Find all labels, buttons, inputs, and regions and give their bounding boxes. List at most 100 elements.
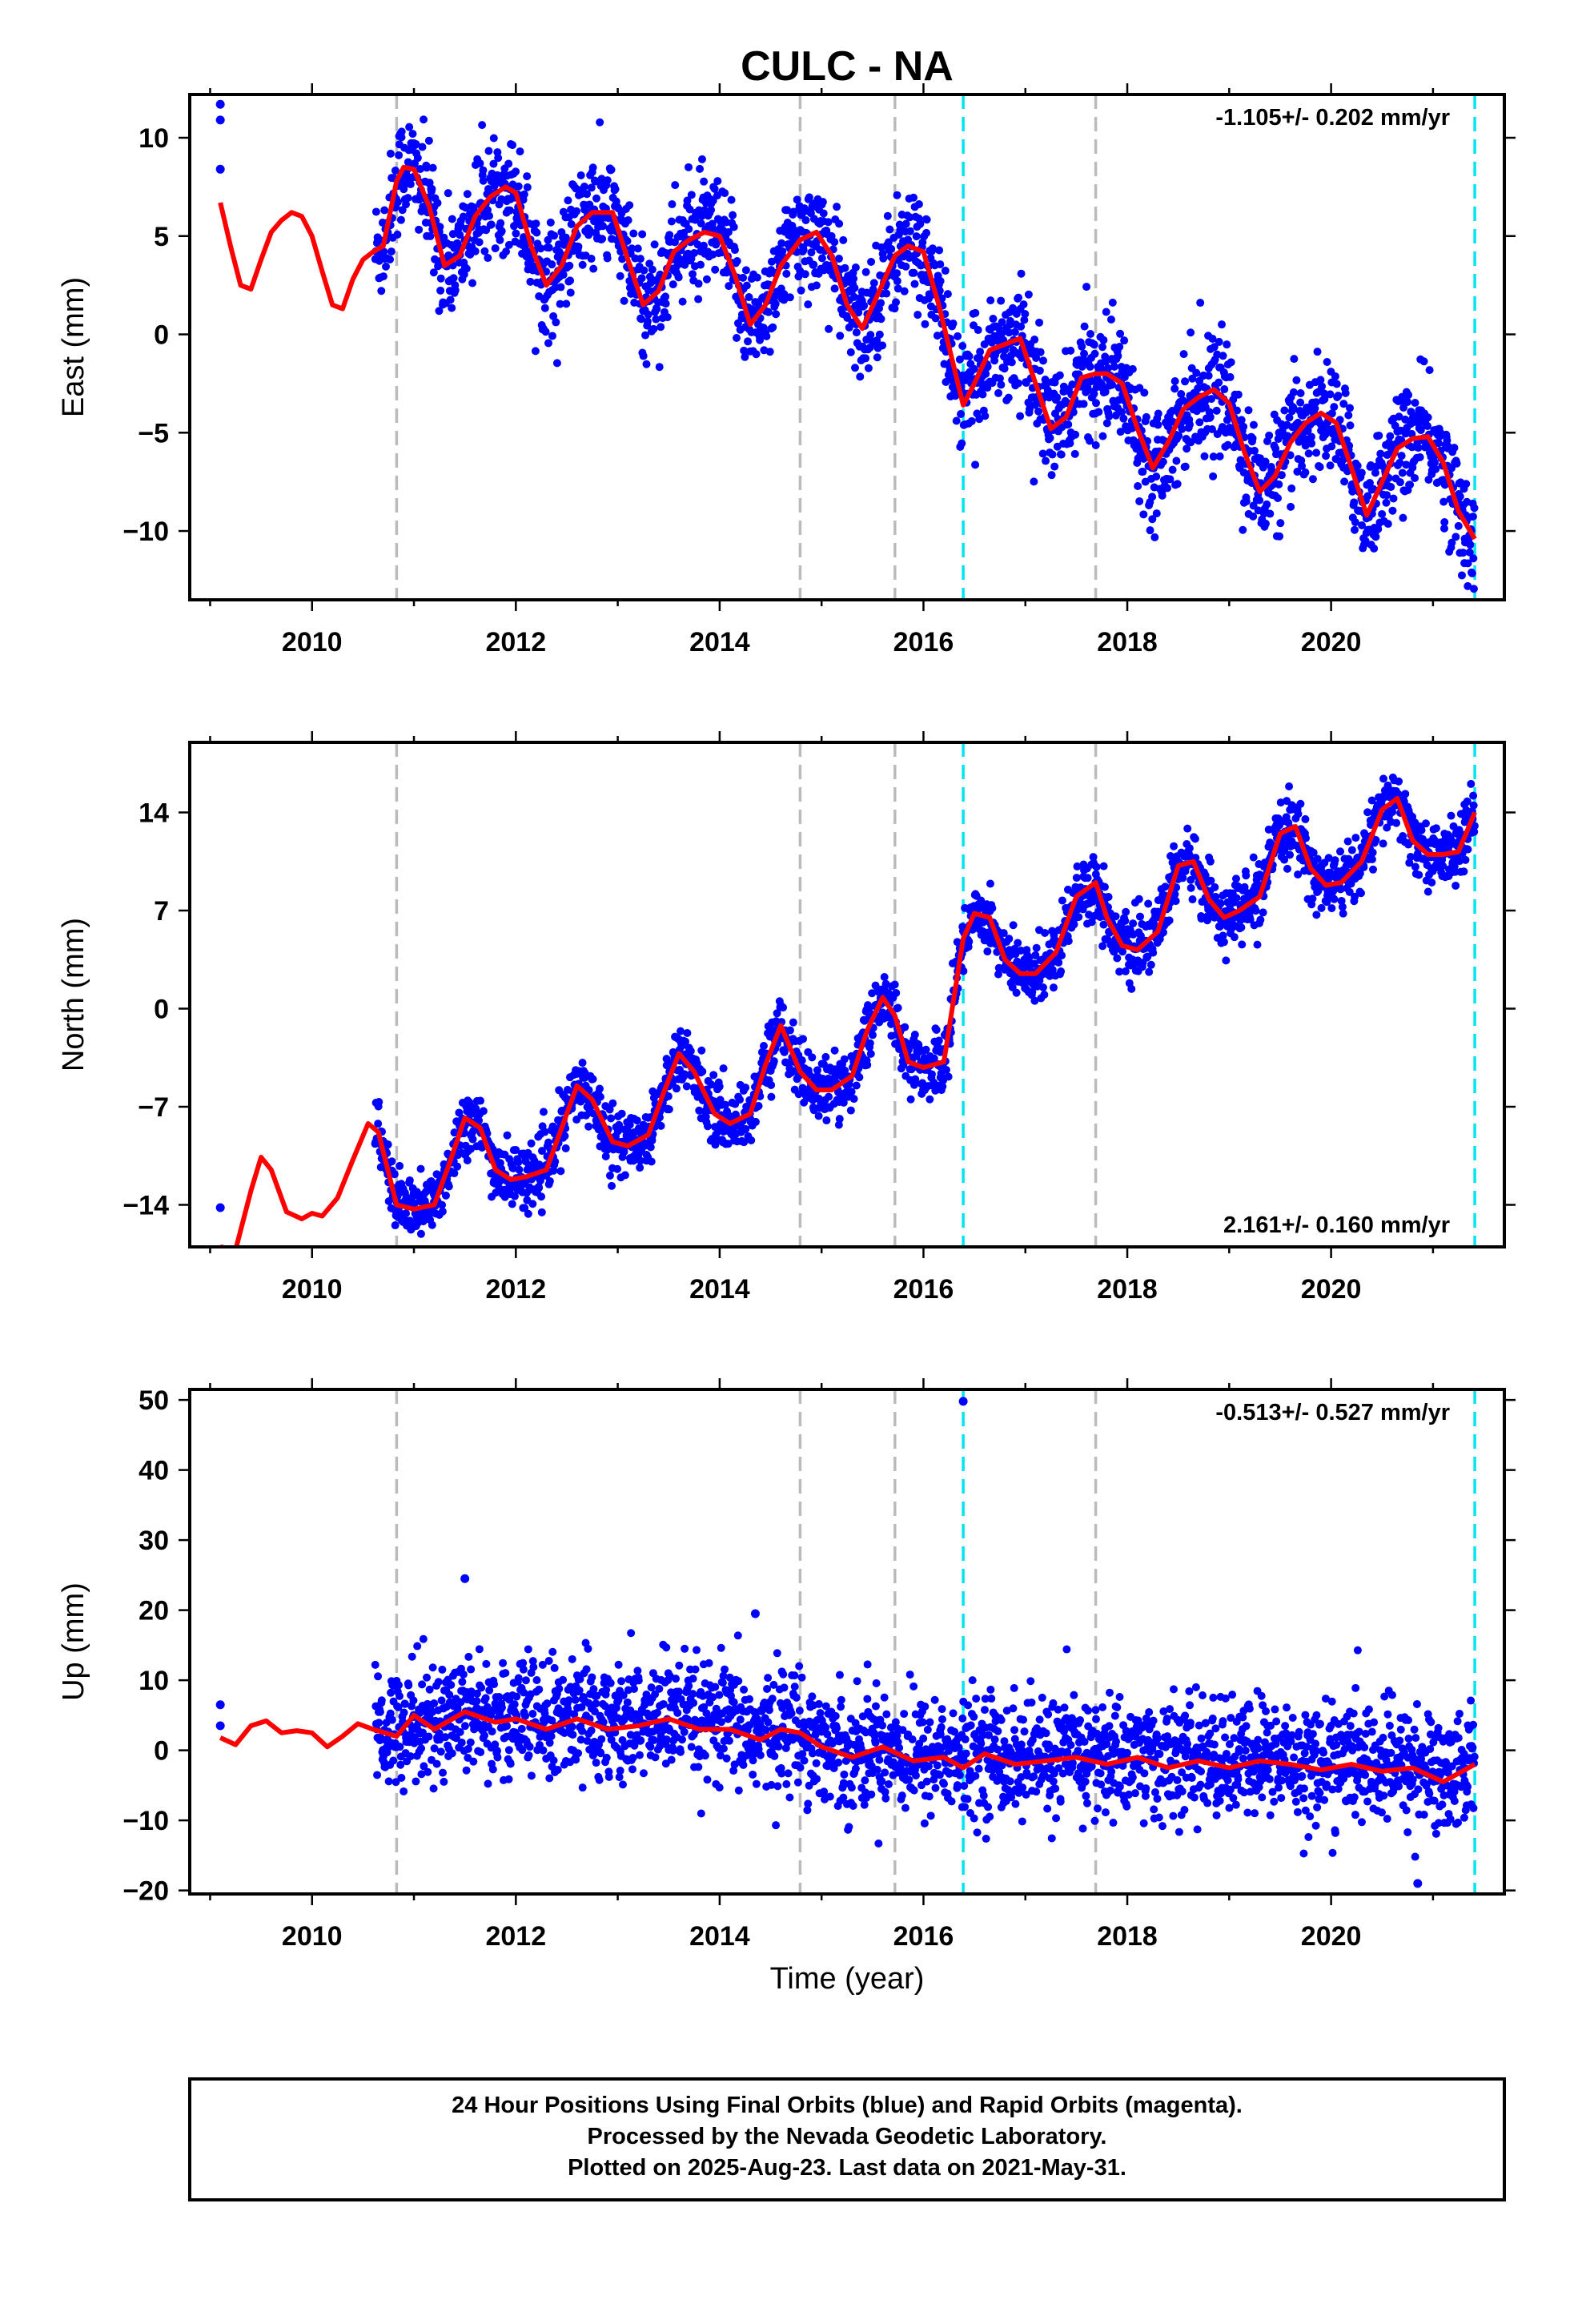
data-point bbox=[599, 222, 608, 231]
data-point bbox=[441, 1191, 450, 1200]
data-point bbox=[1129, 919, 1138, 928]
model-fit-line bbox=[220, 796, 1477, 1247]
data-point bbox=[1079, 400, 1088, 408]
data-point bbox=[1154, 420, 1162, 429]
data-point bbox=[418, 143, 427, 151]
data-point bbox=[1237, 416, 1246, 424]
data-point bbox=[817, 254, 826, 263]
data-point bbox=[1139, 510, 1148, 519]
data-point bbox=[617, 1109, 626, 1118]
data-point bbox=[885, 225, 894, 234]
data-point bbox=[636, 1164, 644, 1172]
data-point bbox=[532, 219, 540, 228]
data-point bbox=[1215, 452, 1224, 460]
data-point bbox=[607, 165, 616, 174]
data-point bbox=[386, 255, 395, 263]
data-point bbox=[808, 1053, 817, 1062]
data-point bbox=[400, 1708, 408, 1717]
data-point bbox=[1415, 452, 1424, 461]
data-point bbox=[1058, 951, 1066, 960]
data-point bbox=[1021, 309, 1030, 318]
data-point bbox=[479, 166, 488, 175]
data-point bbox=[1318, 382, 1327, 391]
data-point bbox=[1469, 554, 1478, 563]
data-point bbox=[1367, 820, 1375, 829]
data-point bbox=[491, 244, 500, 253]
data-point bbox=[456, 231, 464, 239]
data-point bbox=[589, 264, 598, 273]
data-point bbox=[1296, 799, 1305, 808]
data-point bbox=[395, 151, 404, 159]
data-point bbox=[742, 281, 751, 290]
data-point bbox=[601, 1152, 610, 1160]
data-point bbox=[986, 296, 995, 305]
data-point bbox=[1330, 895, 1339, 903]
data-point bbox=[912, 232, 921, 241]
data-point bbox=[1339, 400, 1348, 408]
data-point bbox=[1098, 432, 1107, 440]
data-point bbox=[752, 350, 761, 359]
data-point bbox=[1462, 480, 1471, 489]
data-point bbox=[1404, 391, 1413, 400]
data-point bbox=[1407, 408, 1415, 416]
data-point bbox=[1465, 548, 1474, 557]
data-point bbox=[646, 1143, 655, 1152]
data-point bbox=[1407, 852, 1415, 861]
data-point bbox=[598, 235, 607, 243]
data-point bbox=[736, 1096, 745, 1104]
data-point bbox=[1337, 896, 1346, 905]
data-point bbox=[1329, 887, 1338, 896]
data-point bbox=[386, 149, 395, 158]
data-point bbox=[1234, 390, 1243, 399]
data-point bbox=[1284, 818, 1293, 827]
data-point bbox=[1115, 343, 1124, 352]
data-point bbox=[428, 163, 437, 172]
data-point bbox=[1215, 378, 1223, 387]
data-point bbox=[514, 1158, 523, 1167]
data-point bbox=[1178, 874, 1187, 883]
data-point bbox=[1399, 513, 1407, 522]
data-point bbox=[1016, 412, 1025, 420]
data-point bbox=[1275, 532, 1284, 541]
data-point bbox=[420, 115, 428, 124]
data-point bbox=[1238, 940, 1247, 949]
data-point bbox=[494, 154, 503, 163]
data-point bbox=[1376, 449, 1385, 458]
data-point bbox=[636, 1156, 644, 1165]
data-point bbox=[588, 1075, 597, 1084]
data-point bbox=[1066, 439, 1074, 448]
data-point bbox=[1043, 386, 1052, 395]
figure-title: CULC - NA bbox=[741, 43, 954, 90]
data-point bbox=[391, 1778, 400, 1787]
data-point bbox=[396, 215, 405, 224]
data-point bbox=[980, 340, 989, 348]
data-point bbox=[636, 315, 645, 324]
data-point bbox=[1327, 409, 1336, 418]
data-point bbox=[545, 1176, 554, 1185]
data-point bbox=[850, 283, 859, 292]
data-point bbox=[489, 134, 498, 143]
data-point bbox=[1108, 298, 1117, 307]
x-tick-label: 2012 bbox=[485, 1274, 546, 1305]
data-point bbox=[576, 171, 585, 179]
data-point bbox=[799, 1035, 808, 1043]
data-point bbox=[825, 324, 833, 333]
data-point bbox=[425, 179, 434, 187]
data-point bbox=[476, 159, 484, 168]
data-point bbox=[779, 1003, 788, 1012]
data-point bbox=[1121, 916, 1130, 925]
data-point bbox=[1280, 406, 1289, 415]
data-point bbox=[877, 315, 885, 324]
data-point bbox=[971, 460, 980, 469]
data-point bbox=[508, 1200, 516, 1208]
data-point bbox=[1072, 874, 1081, 883]
data-point bbox=[1127, 984, 1136, 993]
data-point bbox=[636, 255, 644, 263]
data-point bbox=[496, 235, 504, 244]
data-point bbox=[1316, 376, 1325, 384]
data-point bbox=[1194, 384, 1203, 392]
data-point bbox=[493, 171, 502, 179]
data-point bbox=[1012, 988, 1021, 997]
data-point bbox=[644, 310, 652, 319]
data-point bbox=[1099, 336, 1108, 344]
